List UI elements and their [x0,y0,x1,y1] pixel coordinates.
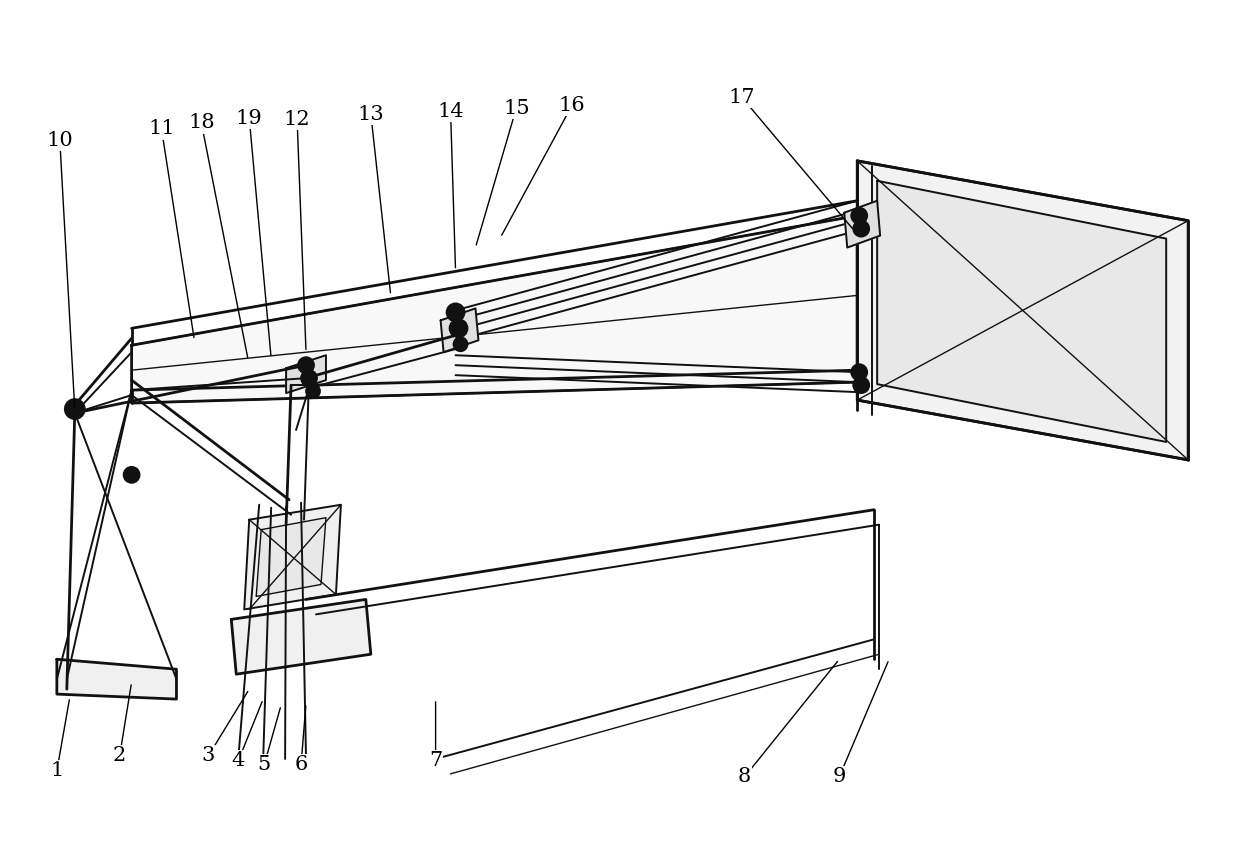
Text: 15: 15 [503,98,529,118]
Text: 17: 17 [728,87,755,107]
Polygon shape [857,161,1188,460]
Circle shape [851,208,867,224]
Text: 8: 8 [738,767,751,786]
Polygon shape [844,201,880,248]
Text: 1: 1 [50,762,63,780]
Circle shape [851,364,867,380]
Text: 9: 9 [832,767,846,786]
Circle shape [306,384,320,398]
Circle shape [853,377,869,393]
Circle shape [853,220,869,237]
Text: 14: 14 [438,102,464,120]
Text: 6: 6 [294,756,308,774]
Text: 4: 4 [232,751,244,770]
Text: 16: 16 [559,96,585,114]
Text: 7: 7 [429,751,443,770]
Circle shape [450,320,467,338]
Polygon shape [257,517,326,596]
Text: 11: 11 [148,120,175,138]
Text: 2: 2 [113,746,126,766]
Polygon shape [877,181,1166,442]
Polygon shape [440,309,479,352]
Circle shape [298,357,314,373]
Text: 18: 18 [188,114,215,132]
Polygon shape [286,355,326,393]
Polygon shape [244,505,341,610]
Polygon shape [57,659,176,699]
Circle shape [124,467,140,483]
Text: 5: 5 [258,756,270,774]
Polygon shape [131,215,857,403]
Text: 19: 19 [236,109,263,127]
Text: 3: 3 [202,746,215,766]
Circle shape [446,304,465,321]
Text: 13: 13 [357,104,384,124]
Circle shape [301,371,317,386]
Polygon shape [232,600,371,674]
Circle shape [64,399,84,419]
Text: 12: 12 [284,109,310,129]
Circle shape [454,338,467,351]
Text: 10: 10 [46,131,73,150]
